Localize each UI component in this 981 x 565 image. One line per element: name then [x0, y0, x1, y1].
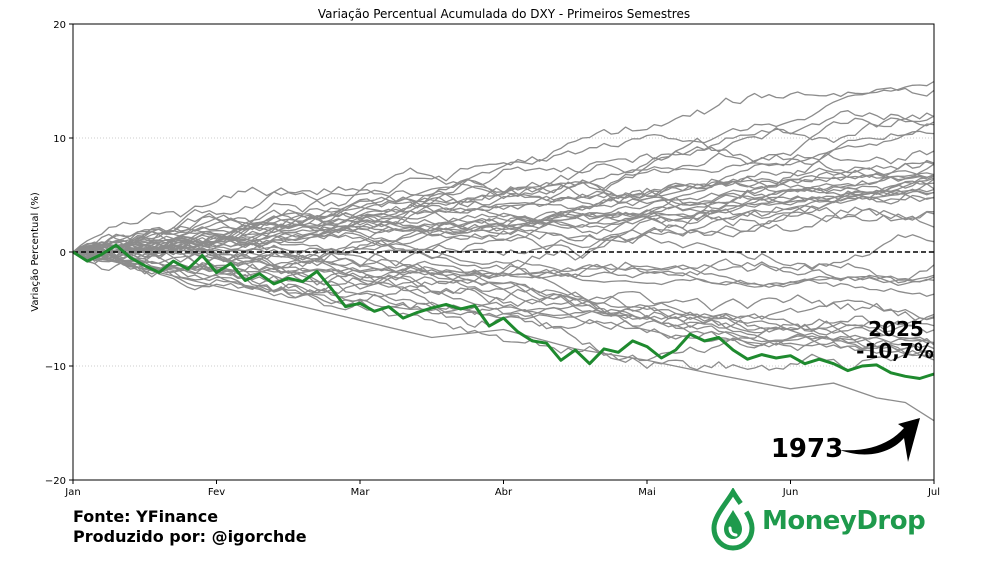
annotation-2025-value: -10,7% [856, 339, 934, 363]
author-text: Produzido por: @igorchde [73, 527, 307, 546]
x-tick-label: Fev [208, 487, 225, 498]
x-tick-label: Jul [927, 487, 940, 498]
series-line-background [72, 244, 935, 297]
series-line-background [72, 242, 935, 342]
series-line-background [72, 110, 935, 262]
series-line-background [72, 123, 935, 255]
series-line-background [72, 251, 935, 295]
series-line-background [72, 251, 935, 344]
y-axis: −20 −10 0 10 20 [45, 20, 73, 487]
x-tick-label: Jun [782, 487, 799, 498]
annotation-2025-year: 2025 [868, 317, 924, 341]
series-line-2025 [72, 243, 935, 380]
series-line-background [72, 174, 935, 253]
series-line-background [72, 178, 935, 253]
series-line-background [72, 163, 935, 258]
series-line-background [72, 87, 935, 257]
y-tick-label: −20 [45, 476, 66, 487]
y-tick-label: 10 [53, 134, 66, 145]
drop-icon [711, 488, 755, 551]
series-line-background [72, 130, 935, 253]
source-text: Fonte: YFinance [73, 507, 219, 526]
series-line-background [72, 189, 935, 254]
series-line-background [72, 182, 935, 256]
brand-name: MoneyDrop [762, 506, 926, 536]
series-line-background [72, 233, 935, 287]
y-tick-label: −10 [45, 362, 66, 373]
x-tick-label: Abr [495, 487, 513, 498]
series-line-background [72, 117, 935, 255]
background-series [72, 80, 935, 422]
y-tick-label: 0 [60, 248, 66, 259]
grid-lines [73, 137, 934, 367]
x-tick-label: Jan [64, 487, 80, 498]
arrow-icon [840, 418, 920, 462]
chart-title: Variação Percentual Acumulada do DXY - P… [318, 7, 690, 21]
series-line-background [72, 210, 935, 271]
moneydrop-logo: MoneyDrop [706, 488, 946, 552]
y-axis-label: Variação Percentual (%) [30, 192, 41, 312]
series-line-background [72, 247, 935, 327]
y-tick-label: 20 [53, 20, 66, 31]
x-tick-label: Mar [351, 487, 371, 498]
series-line-background [72, 80, 935, 255]
x-tick-label: Mai [638, 487, 656, 498]
footer: Fonte: YFinance Produzido por: @igorchde [73, 507, 307, 547]
x-axis: Jan Fev Mar Abr Mai Jun Jul [64, 480, 940, 498]
series-line-background [72, 246, 935, 287]
annotation-1973: 1973 [771, 434, 843, 464]
